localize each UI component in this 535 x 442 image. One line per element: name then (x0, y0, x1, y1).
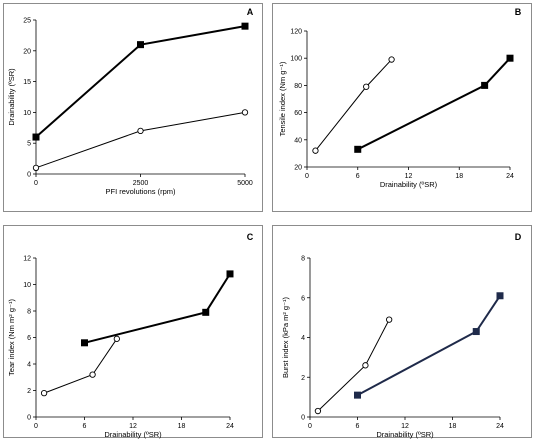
data-point-square (226, 270, 234, 278)
panel-frame-b (272, 3, 532, 212)
x-tick-label: 6 (83, 423, 87, 430)
y-tick-label: 80 (294, 83, 302, 90)
data-point-square (137, 41, 144, 49)
panel-frame-a (3, 3, 263, 212)
x-tick-label: 0 (34, 180, 38, 187)
panel-letter: D (515, 232, 522, 242)
data-point-circle (314, 407, 322, 415)
data-point-circle (241, 109, 249, 116)
panel-letter: B (515, 7, 522, 17)
data-point-square (81, 339, 88, 347)
y-tick-label: 120 (290, 29, 302, 36)
x-tick-label: 6 (356, 173, 360, 180)
data-point-circle (89, 371, 96, 378)
data-point-circle (40, 389, 48, 397)
y-tick-label: 5 (27, 141, 31, 148)
y-tick-label: 10 (23, 282, 31, 289)
panel-letter: A (247, 7, 254, 17)
x-tick-label: 0 (305, 173, 309, 180)
y-axis-label: Burst index (kPa m² g⁻¹) (281, 296, 290, 378)
x-tick-label: 0 (308, 423, 312, 430)
y-tick-label: 60 (294, 110, 302, 117)
x-tick-label: 18 (178, 423, 186, 430)
x-tick-label: 12 (401, 423, 409, 430)
data-point-square (32, 133, 40, 141)
data-point-circle (113, 335, 120, 342)
data-point-circle (388, 56, 395, 63)
data-point-circle (386, 316, 393, 323)
y-tick-label: 4 (301, 335, 305, 342)
data-point-circle (362, 362, 369, 369)
x-axis-label: Drainability (ºSR) (380, 180, 438, 189)
y-tick-label: 4 (27, 362, 31, 369)
panel-a: 0 2500 5000 0 5 10 15 20 25 PFI revolutions (rpm)… (7, 7, 254, 196)
y-tick-label: 12 (23, 256, 31, 263)
data-point-circle (363, 83, 370, 90)
x-tick-label: 24 (506, 173, 514, 180)
y-tick-label: 0 (301, 415, 305, 422)
data-point-square (481, 81, 489, 89)
y-tick-label: 2 (27, 388, 31, 395)
y-tick-label: 20 (294, 165, 302, 172)
x-tick-label: 18 (449, 423, 457, 430)
data-point-square (472, 328, 480, 336)
y-tick-label: 40 (294, 137, 302, 144)
y-tick-label: 0 (27, 415, 31, 422)
x-tick-label: 12 (405, 173, 413, 180)
y-tick-label: 10 (23, 110, 31, 117)
y-tick-label: 0 (27, 172, 31, 179)
x-axis-label: PFI revolutions (rpm) (105, 187, 176, 196)
y-axis-label: Tear index (Nm m² g⁻¹) (7, 299, 16, 376)
x-tick-label: 18 (455, 173, 463, 180)
y-tick-label: 8 (301, 256, 305, 263)
data-point-circle (32, 164, 40, 171)
y-tick-label: 6 (301, 295, 305, 302)
x-tick-label: 0 (34, 423, 38, 430)
data-point-circle (137, 127, 144, 135)
y-tick-label: 100 (290, 56, 302, 63)
data-point-square (202, 308, 210, 316)
x-tick-label: 24 (496, 423, 504, 430)
panel-letter: C (247, 232, 254, 242)
y-tick-label: 6 (27, 335, 31, 342)
data-point-square (506, 54, 514, 62)
x-tick-label: 5000 (237, 180, 253, 187)
data-point-square (354, 391, 361, 399)
y-axis-label: Tensile index (Nm g⁻¹) (278, 61, 287, 136)
x-axis-label: Drainability (ºSR) (104, 430, 162, 439)
x-tick-label: 2500 (133, 180, 149, 187)
y-tick-label: 25 (23, 18, 31, 25)
data-point-square (496, 292, 504, 300)
y-tick-label: 2 (301, 375, 305, 382)
panel-frame-d (272, 225, 532, 438)
y-tick-label: 15 (23, 79, 31, 86)
panel-b: 0 6 12 18 24 20 40 60 80 100 120 Drainability (ºSR)… (278, 7, 522, 189)
data-point-circle (312, 147, 319, 154)
x-tick-label: 12 (129, 423, 137, 430)
data-point-square (354, 145, 362, 153)
y-tick-label: 20 (23, 48, 31, 55)
x-tick-label: 24 (226, 423, 234, 430)
y-axis-label: Drainability (ºSR) (7, 68, 16, 126)
data-point-square (241, 22, 249, 30)
x-axis-label: Drainability (ºSR) (376, 430, 434, 439)
x-tick-label: 6 (356, 423, 360, 430)
y-tick-label: 8 (27, 309, 31, 316)
